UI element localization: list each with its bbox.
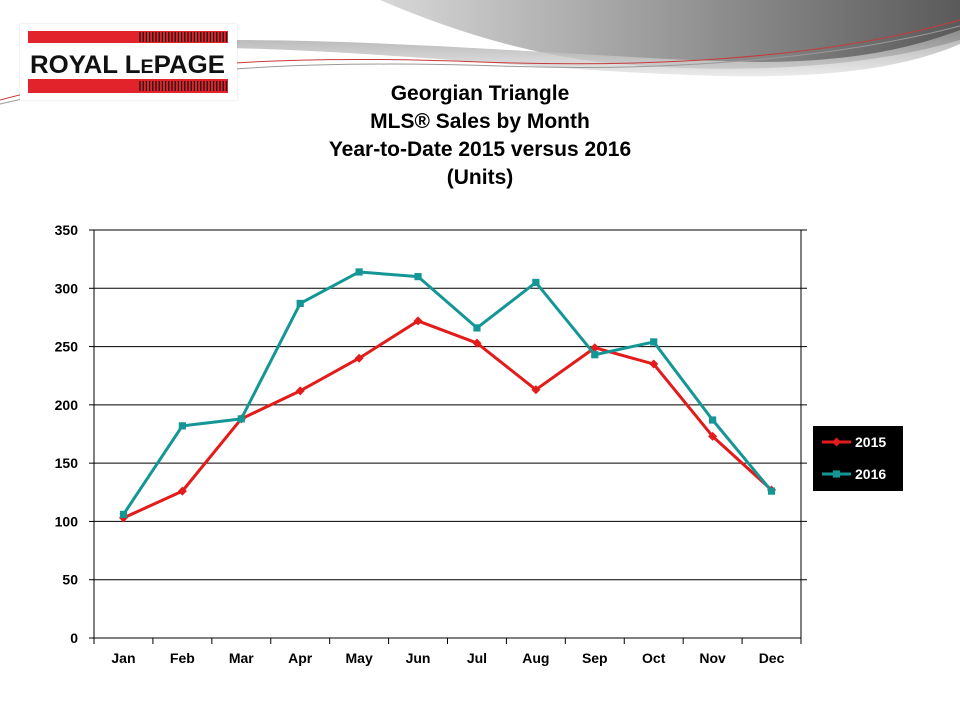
y-tick-label: 0 <box>70 630 78 646</box>
x-tick-label-dec: Dec <box>759 650 785 666</box>
point-2015-feb <box>177 486 187 496</box>
point-2016-may <box>355 268 363 276</box>
x-tick-labels: Jan Feb Mar Apr May Jun Jul Aug Sep Oct Nov Dec <box>111 650 784 666</box>
series-2016 <box>119 268 776 519</box>
point-2015-apr <box>295 386 305 396</box>
legend-label-2016: 2016 <box>855 466 886 482</box>
y-tick-label: 100 <box>55 513 79 529</box>
x-tick-label-apr: Apr <box>288 650 313 666</box>
point-2015-aug <box>531 385 541 395</box>
x-tick-label-nov: Nov <box>699 650 726 666</box>
y-tick-label: 200 <box>55 397 79 413</box>
x-tick-label-mar: Mar <box>229 650 254 666</box>
point-2015-jul <box>472 338 482 348</box>
x-tick-label-jun: Jun <box>406 650 431 666</box>
point-2016-jan <box>119 510 128 519</box>
point-2016-oct <box>650 338 658 346</box>
legend-item-2015: 2015 <box>822 434 886 450</box>
x-tick-label-feb: Feb <box>170 650 195 666</box>
legend-box <box>813 426 903 491</box>
point-2016-nov <box>709 416 717 424</box>
x-tick-label-jan: Jan <box>111 650 135 666</box>
legend-marker-2015 <box>832 437 841 447</box>
title-line-4: (Units) <box>446 166 514 189</box>
point-2016-mar <box>237 415 245 423</box>
legend-item-2016: 2016 <box>822 466 886 482</box>
y-tick-label: 350 <box>55 222 79 238</box>
y-tick-labels: 0 50 100 150 200 250 300 350 <box>55 222 79 646</box>
series-lines <box>118 268 777 523</box>
y-tick-label: 150 <box>55 455 79 471</box>
chart-title: Georgian Triangle MLS® Sales by Month Ye… <box>280 80 680 192</box>
point-2015-jun <box>413 316 423 326</box>
line-2015 <box>122 319 773 520</box>
header-swoosh-light <box>230 30 960 77</box>
point-2016-jun <box>414 273 422 281</box>
point-2016-sep <box>591 351 599 359</box>
point-2016-jul <box>473 324 481 332</box>
point-2015-oct <box>649 359 659 369</box>
title-line-3: Year-to-Date 2015 versus 2016 <box>328 138 632 161</box>
line-2016 <box>122 270 773 516</box>
point-2016-feb <box>178 422 186 430</box>
point-2015-nov <box>708 431 718 441</box>
point-2016-aug <box>532 278 540 287</box>
x-tick-label-oct: Oct <box>642 650 666 666</box>
legend-marker-2016 <box>832 470 841 478</box>
title-line-2: MLS® Sales by Month <box>370 110 590 133</box>
y-tick-label: 250 <box>55 339 79 355</box>
point-2015-may <box>354 353 364 363</box>
legend: 2015 2016 <box>813 426 903 491</box>
royal-lepage-logo: ROYAL L EPAGE <box>20 24 237 100</box>
point-2016-dec <box>767 487 776 495</box>
y-tick-label: 50 <box>62 572 78 588</box>
axes <box>89 229 802 644</box>
legend-label-2015: 2015 <box>855 434 886 450</box>
y-tick-label: 300 <box>55 280 79 296</box>
x-tick-label-may: May <box>346 650 373 666</box>
point-2016-apr <box>296 299 304 308</box>
x-tick-label-jul: Jul <box>467 650 487 666</box>
x-tick-label-aug: Aug <box>522 650 549 666</box>
series-2015 <box>118 316 777 523</box>
header-swoosh-dark <box>380 0 960 69</box>
title-line-1: Georgian Triangle <box>390 82 570 105</box>
x-tick-label-sep: Sep <box>582 650 608 666</box>
